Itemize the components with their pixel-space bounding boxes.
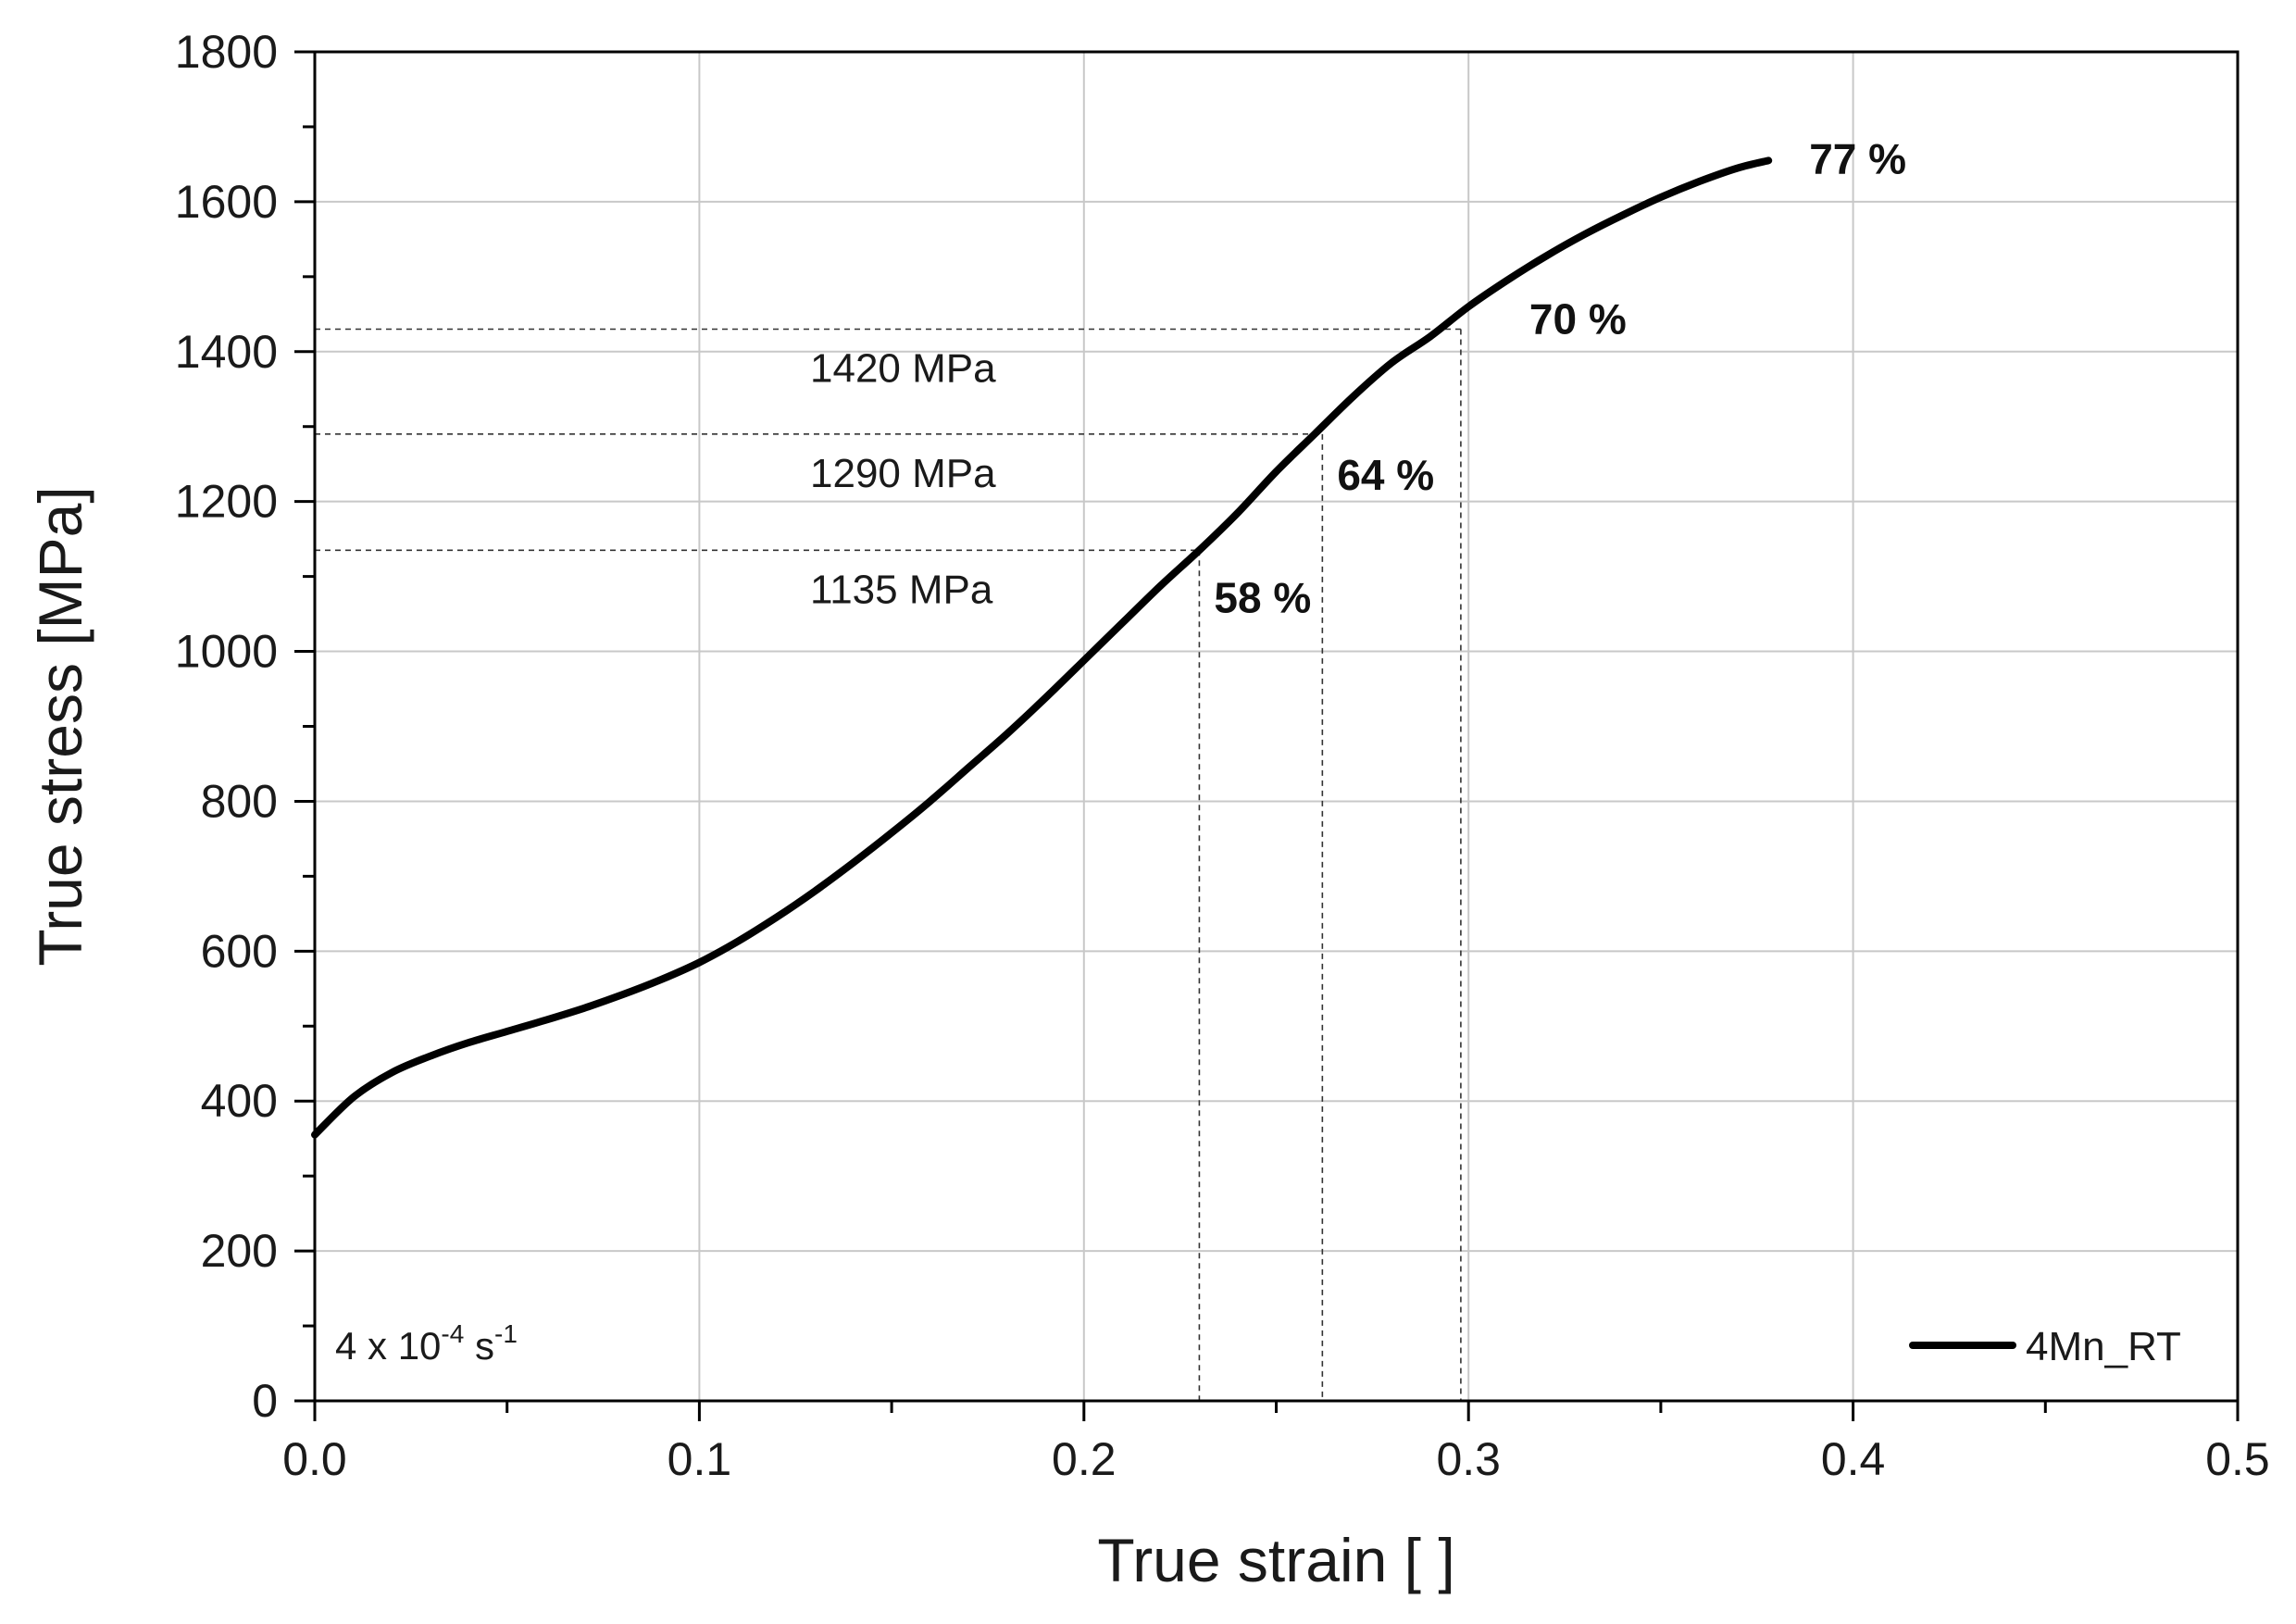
axis-ticks (294, 50, 2240, 1421)
x-tick-label: 0.1 (668, 1433, 732, 1485)
y-tick-label: 200 (201, 1225, 278, 1277)
annotations: 1135 MPa 1290 MPa 1420 MPa 58 % 64 % 70 % 77 % (810, 134, 1906, 621)
tick-labels: 0.0 0.1 0.2 0.3 0.4 0.5 0 200 400 600 800 1000 1200 1… (175, 26, 2270, 1485)
plot-frame (313, 50, 2240, 1403)
strain-rate-unit: s (464, 1324, 494, 1368)
y-tick-label: 1800 (175, 26, 278, 78)
strain-rate-base: 4 x 10 (335, 1324, 441, 1368)
y-axis-title: True stress [MPa] (26, 486, 94, 966)
y-tick-label: 0 (252, 1375, 278, 1427)
y-tick-label: 1000 (175, 626, 278, 678)
percent-label: 64 % (1337, 451, 1434, 499)
x-tick-label: 0.5 (2205, 1433, 2270, 1485)
legend: 4Mn_RT (1909, 1324, 2181, 1369)
strain-rate-label: 4 x 10-4 s-1 (335, 1319, 518, 1368)
stress-value-label: 1290 MPa (810, 451, 996, 496)
y-tick-label: 400 (201, 1075, 278, 1127)
x-tick-label: 0.2 (1052, 1433, 1117, 1485)
y-tick-label: 600 (201, 925, 278, 977)
strain-rate-unit-exponent: -1 (494, 1319, 518, 1348)
y-tick-label: 1600 (175, 176, 278, 228)
y-tick-label: 800 (201, 775, 278, 827)
stress-value-label: 1135 MPa (810, 567, 993, 612)
x-axis-title: True strain [ ] (1097, 1526, 1454, 1594)
series-layer (311, 156, 1773, 1139)
legend-label-4mn-rt: 4Mn_RT (2026, 1324, 2181, 1369)
y-tick-label: 1200 (175, 476, 278, 528)
y-tick-label: 1400 (175, 326, 278, 378)
strain-rate-exponent: -4 (441, 1319, 464, 1348)
percent-label: 70 % (1529, 294, 1627, 343)
percent-label: 58 % (1214, 573, 1311, 621)
grid-lines (315, 52, 2238, 1401)
stress-value-label: 1420 MPa (810, 345, 996, 391)
reference-lines (315, 328, 1462, 1401)
x-tick-label: 0.0 (282, 1433, 347, 1485)
x-tick-label: 0.3 (1436, 1433, 1501, 1485)
series-line-4mn-rt (311, 156, 1773, 1139)
x-tick-label: 0.4 (1821, 1433, 1886, 1485)
end-percent-label: 77 % (1809, 134, 1906, 182)
